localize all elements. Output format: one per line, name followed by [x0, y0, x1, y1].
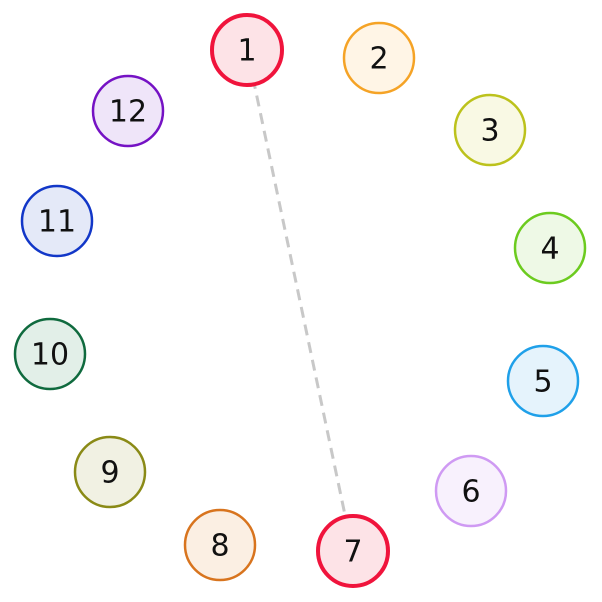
connection-layer [253, 78, 345, 515]
node-6[interactable]: 6 [436, 456, 506, 526]
node-3[interactable]: 3 [455, 95, 525, 165]
node-label: 1 [237, 34, 256, 69]
node-5[interactable]: 5 [508, 346, 578, 416]
node-10[interactable]: 10 [15, 319, 85, 389]
node-7[interactable]: 7 [318, 516, 388, 586]
connection-line-1-7 [253, 78, 345, 515]
node-label: 7 [343, 535, 362, 570]
node-label: 12 [109, 95, 147, 130]
node-label: 6 [461, 475, 480, 510]
node-label: 3 [480, 114, 499, 149]
node-label: 2 [369, 42, 388, 77]
node-12[interactable]: 12 [93, 76, 163, 146]
node-label: 11 [38, 205, 76, 240]
node-label: 8 [210, 529, 229, 564]
node-label: 4 [540, 232, 559, 267]
node-11[interactable]: 11 [22, 186, 92, 256]
node-label: 5 [533, 365, 552, 400]
node-label: 10 [31, 338, 69, 373]
node-8[interactable]: 8 [185, 510, 255, 580]
node-9[interactable]: 9 [75, 437, 145, 507]
node-label: 9 [100, 456, 119, 491]
node-1[interactable]: 1 [212, 15, 282, 85]
node-4[interactable]: 4 [515, 213, 585, 283]
node-2[interactable]: 2 [344, 23, 414, 93]
